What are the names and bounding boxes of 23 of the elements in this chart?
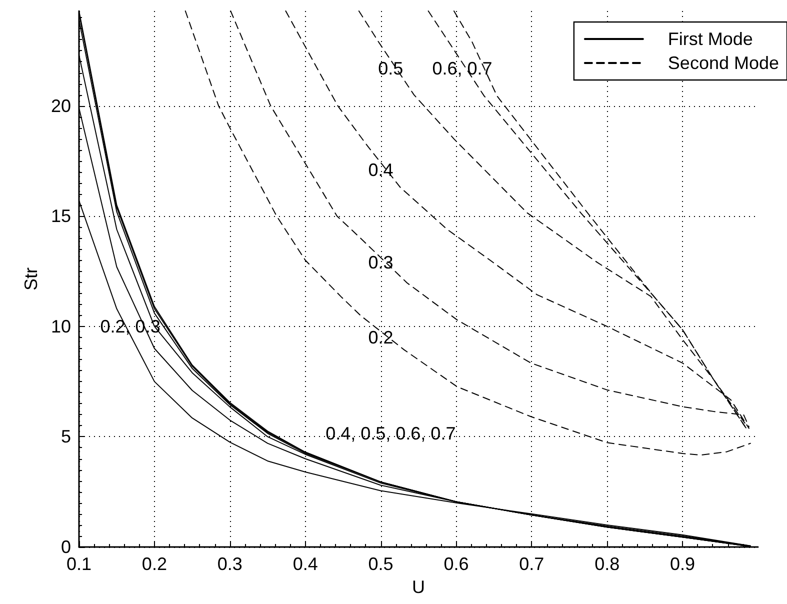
legend-label: Second Mode xyxy=(668,53,779,73)
x-axis-title: U xyxy=(412,576,425,597)
annotation: 0.2 xyxy=(368,327,394,348)
x-tick-label: 0.8 xyxy=(594,554,620,574)
annotation: 0.3 xyxy=(368,252,394,272)
y-tick-label: 0 xyxy=(60,537,71,557)
annotation: 0.4 xyxy=(368,160,394,180)
x-tick-label: 0.6 xyxy=(444,554,469,574)
x-tick-label: 0.2 xyxy=(142,554,167,574)
x-tick-label: 0.4 xyxy=(292,554,318,574)
legend-label: First Mode xyxy=(668,29,753,49)
x-tick-label: 0.3 xyxy=(217,554,242,574)
y-tick-label: 20 xyxy=(50,96,71,116)
annotation: 0.4, 0.5, 0.6, 0.7 xyxy=(326,423,456,444)
y-tick-label: 10 xyxy=(50,316,71,336)
x-tick-label: 0.9 xyxy=(670,554,696,574)
y-tick-label: 15 xyxy=(50,206,71,226)
x-tick-label: 0.5 xyxy=(368,554,394,574)
annotation: 0.5 xyxy=(378,58,404,78)
y-tick-label: 5 xyxy=(60,426,71,447)
y-axis-title: Str xyxy=(21,267,42,291)
x-tick-label: 0.7 xyxy=(519,554,544,574)
x-tick-label: 0.1 xyxy=(66,554,92,574)
